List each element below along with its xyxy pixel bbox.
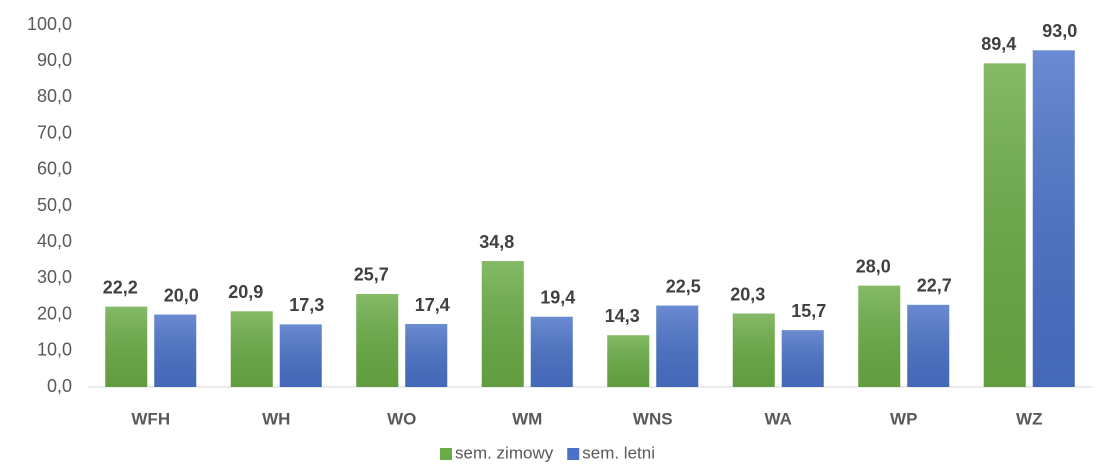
bar-shade (983, 63, 1026, 387)
bar-shade (279, 324, 322, 387)
legend-label: sem. zimowy (455, 443, 554, 462)
x-tick-label: WP (890, 409, 917, 428)
y-tick-label: 50,0 (37, 195, 72, 215)
bar-shade (656, 305, 699, 387)
bar-shade (907, 304, 950, 387)
legend-swatch (440, 448, 452, 460)
bar-shade (858, 285, 901, 387)
data-label: 22,7 (917, 276, 952, 296)
data-label: 17,4 (415, 295, 450, 315)
bar-shade (356, 293, 399, 387)
data-label: 28,0 (856, 256, 891, 276)
bar-shade (481, 261, 524, 387)
data-label: 20,3 (730, 284, 765, 304)
x-tick-label: WNS (633, 409, 673, 428)
legend-label: sem. letni (582, 443, 655, 462)
data-label: 25,7 (354, 265, 389, 285)
y-tick-label: 0,0 (47, 376, 72, 396)
y-tick-label: 60,0 (37, 159, 72, 179)
data-label: 89,4 (981, 34, 1016, 54)
data-label: 19,4 (540, 288, 575, 308)
y-tick-label: 20,0 (37, 303, 72, 323)
data-label: 17,3 (289, 295, 324, 315)
bar-shade (530, 316, 573, 387)
bar-shade (154, 314, 197, 387)
x-tick-label: WFH (131, 409, 170, 428)
data-label: 34,8 (479, 232, 514, 252)
x-tick-label: WM (512, 409, 542, 428)
x-tick-label: WH (262, 409, 290, 428)
bar-shade (105, 306, 148, 387)
bar-shade (405, 324, 448, 387)
y-tick-label: 70,0 (37, 122, 72, 142)
data-label: 14,3 (605, 306, 640, 326)
y-tick-label: 30,0 (37, 267, 72, 287)
data-label: 93,0 (1042, 21, 1077, 41)
y-tick-label: 10,0 (37, 340, 72, 360)
bar-shade (607, 335, 650, 387)
y-tick-label: 90,0 (37, 50, 72, 70)
x-tick-label: WA (765, 409, 792, 428)
x-tick-label: WZ (1016, 409, 1042, 428)
y-tick-label: 100,0 (27, 14, 72, 34)
legend-swatch (567, 448, 580, 460)
data-label: 20,0 (164, 285, 199, 305)
y-tick-label: 40,0 (37, 231, 72, 251)
bar-shade (230, 311, 273, 387)
bar-shade (732, 313, 775, 387)
data-label: 15,7 (791, 301, 826, 321)
bar-shade (781, 330, 824, 387)
data-label: 22,2 (103, 277, 138, 297)
bar-shade (1032, 50, 1075, 388)
x-tick-label: WO (387, 409, 416, 428)
data-label: 22,5 (666, 276, 701, 296)
data-label: 20,9 (228, 282, 263, 302)
y-tick-label: 80,0 (37, 86, 72, 106)
